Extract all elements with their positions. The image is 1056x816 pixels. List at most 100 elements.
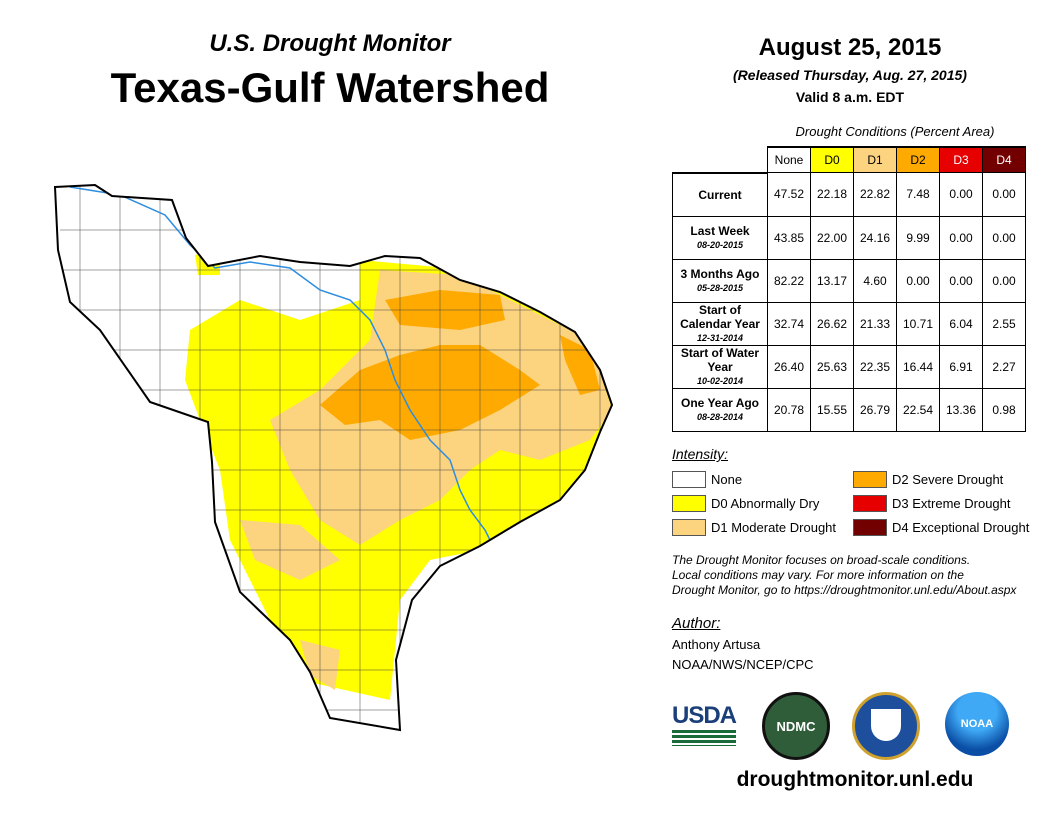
- table-cell: 22.82: [853, 172, 897, 217]
- legend-label: D3 Extreme Drought: [892, 496, 1011, 511]
- table-cell: 0.00: [982, 258, 1026, 303]
- column-header-d2: D2: [896, 146, 940, 173]
- table-cell: 21.33: [853, 301, 897, 346]
- table-cell: 6.04: [939, 301, 983, 346]
- table-cell: 0.00: [939, 258, 983, 303]
- table-cell: 26.79: [853, 387, 897, 432]
- legend-title: Intensity:: [672, 446, 729, 462]
- table-row: One Year Ago 08-28-2014 20.78 15.55 26.79 22.…: [672, 387, 1026, 432]
- valid-time: Valid 8 a.m. EDT: [795, 89, 905, 105]
- legend-swatch: [853, 471, 887, 488]
- footer-url[interactable]: droughtmonitor.unl.edu: [736, 768, 974, 791]
- map-title: Texas-Gulf Watershed: [110, 64, 550, 111]
- note-line: Drought Monitor, go to https://droughtmo…: [672, 583, 1017, 597]
- legend-label: D1 Moderate Drought: [711, 520, 837, 535]
- table-cell: 22.54: [896, 387, 940, 432]
- row-label-text: Start of Calendar Year: [680, 302, 760, 331]
- row-label: Start of Water Year 10-02-2014: [672, 344, 768, 389]
- row-date: 10-02-2014: [696, 375, 744, 386]
- row-label-text: Current: [698, 187, 742, 202]
- column-header-d4: D4: [982, 146, 1026, 173]
- table-cell: 0.98: [982, 387, 1026, 432]
- table-cell: 0.00: [982, 172, 1026, 217]
- usda-logo-text: USDA: [672, 702, 737, 729]
- release-date: (Released Thursday, Aug. 27, 2015): [733, 67, 967, 83]
- table-row: 3 Months Ago 05-28-2015 82.22 13.17 4.60 0.00…: [672, 258, 1026, 303]
- row-label: 3 Months Ago 05-28-2015: [672, 258, 768, 303]
- noaa-logo: NOAA: [945, 692, 1009, 756]
- table-cell: 13.17: [810, 258, 854, 303]
- column-header-d0: D0: [810, 146, 854, 173]
- map-date: August 25, 2015: [758, 34, 942, 61]
- legend-swatch: [672, 519, 706, 536]
- commerce-seal-logo: [852, 692, 920, 760]
- row-label-text: 3 Months Ago: [680, 266, 760, 281]
- table-cell: 2.27: [982, 344, 1026, 389]
- watershed-map: [54, 184, 613, 731]
- row-label: Last Week 08-20-2015: [672, 215, 768, 260]
- row-date: 08-20-2015: [696, 239, 744, 250]
- legend-label: D2 Severe Drought: [892, 472, 1004, 487]
- table-cell: 20.78: [767, 387, 811, 432]
- row-label-text: One Year Ago: [680, 395, 760, 410]
- table-cell: 2.55: [982, 301, 1026, 346]
- author-org: NOAA/NWS/NCEP/CPC: [672, 657, 814, 672]
- disclaimer-note: The Drought Monitor focuses on broad-sca…: [672, 553, 1016, 598]
- table-cell: 16.44: [896, 344, 940, 389]
- row-label: Start of Calendar Year 12-31-2014: [672, 301, 768, 346]
- legend-swatch: [672, 495, 706, 512]
- ndmc-logo: NDMC: [762, 692, 830, 760]
- river: [69, 186, 496, 551]
- d2-area: [320, 345, 540, 440]
- table-cell: 22.18: [810, 172, 854, 217]
- usda-logo: USDA: [672, 702, 737, 748]
- table-cell: 22.00: [810, 215, 854, 260]
- column-header-d1: D1: [853, 146, 897, 173]
- table-cell: 43.85: [767, 215, 811, 260]
- table-cell: 26.40: [767, 344, 811, 389]
- author-name: Anthony Artusa: [672, 637, 761, 652]
- table-cell: 32.74: [767, 301, 811, 346]
- table-caption: Drought Conditions (Percent Area): [795, 124, 995, 139]
- table-cell: 22.35: [853, 344, 897, 389]
- column-header-d3: D3: [939, 146, 983, 173]
- note-line: The Drought Monitor focuses on broad-sca…: [672, 553, 971, 567]
- table-cell: 0.00: [982, 215, 1026, 260]
- table-row: Start of Water Year 10-02-2014 26.40 25.63 2…: [672, 344, 1026, 389]
- table-cell: 15.55: [810, 387, 854, 432]
- table-row: Start of Calendar Year 12-31-2014 32.74 26.…: [672, 301, 1026, 346]
- column-header-none: None: [767, 146, 811, 173]
- legend-label: D0 Abnormally Dry: [711, 496, 820, 511]
- legend-swatch: [853, 519, 887, 536]
- table-cell: 7.48: [896, 172, 940, 217]
- table-cell: 10.71: [896, 301, 940, 346]
- table-corner: [672, 147, 768, 174]
- table-cell: 13.36: [939, 387, 983, 432]
- row-date: 12-31-2014: [696, 332, 744, 343]
- row-label-text: Last Week: [690, 223, 750, 238]
- row-date: 05-28-2015: [696, 282, 744, 293]
- table-cell: 9.99: [896, 215, 940, 260]
- table-cell: 4.60: [853, 258, 897, 303]
- note-line: Local conditions may vary. For more info…: [672, 568, 964, 582]
- map-subtitle: U.S. Drought Monitor: [209, 30, 451, 57]
- row-label-text: Start of Water Year: [680, 345, 760, 374]
- legend-label: D4 Exceptional Drought: [892, 520, 1030, 535]
- drought-conditions-table: None D0 D1 D2 D3 D4 Current 47.52 22.18 22.82 7.4…: [672, 146, 1026, 432]
- table-cell: 47.52: [767, 172, 811, 217]
- row-date: 08-28-2014: [696, 411, 744, 422]
- author-title: Author:: [672, 615, 721, 632]
- table-cell: 25.63: [810, 344, 854, 389]
- table-cell: 0.00: [939, 215, 983, 260]
- legend-swatch: [853, 495, 887, 512]
- row-label: One Year Ago 08-28-2014: [672, 387, 768, 432]
- table-cell: 0.00: [939, 172, 983, 217]
- table-cell: 82.22: [767, 258, 811, 303]
- table-cell: 0.00: [896, 258, 940, 303]
- table-cell: 6.91: [939, 344, 983, 389]
- legend-label: None: [711, 472, 743, 487]
- table-cell: 24.16: [853, 215, 897, 260]
- table-row: Current 47.52 22.18 22.82 7.48 0.00 0.00: [672, 172, 1026, 217]
- table-cell: 26.62: [810, 301, 854, 346]
